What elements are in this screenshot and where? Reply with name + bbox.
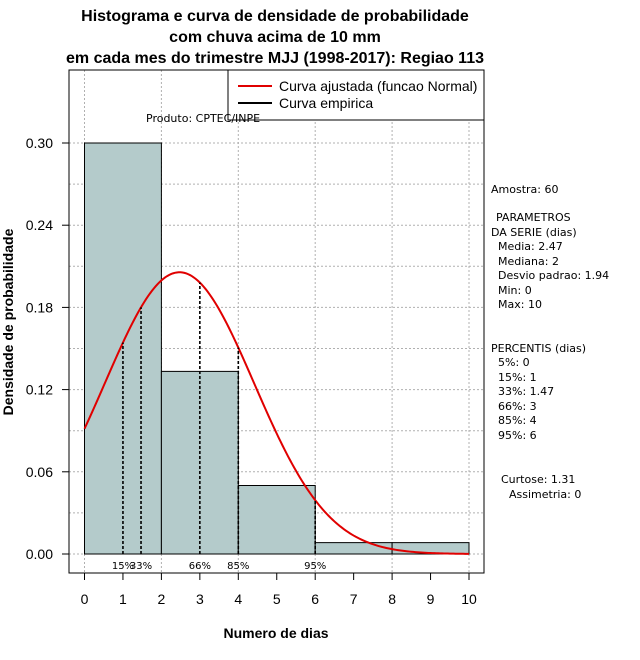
product-label: Produto: CPTEC/INPE: [146, 112, 260, 125]
stat-param-header-2: DA SERIE (dias): [491, 226, 577, 239]
legend-empirical-label: Curva empirica: [279, 95, 373, 111]
stat-percentis-header: PERCENTIS (dias): [491, 342, 586, 355]
x-tick-label-6: 6: [311, 591, 319, 607]
x-tick-label-9: 9: [427, 591, 435, 607]
x-tick-label-8: 8: [388, 591, 396, 607]
stat-p85: 85%: 4: [498, 414, 537, 427]
legend-box: [227, 69, 485, 121]
bar-layer: [84, 142, 470, 555]
stat-p15: 15%: 1: [498, 371, 537, 384]
x-tick-label-4: 4: [234, 591, 242, 607]
stat-media: Media: 2.47: [498, 240, 563, 253]
percentile-label-66: 66%: [189, 561, 211, 572]
histogram-bar-2: [237, 485, 316, 555]
stat-p5: 5%: 0: [498, 356, 530, 369]
x-tick-label-10: 10: [461, 591, 477, 607]
y-tick-label-0.30: 0.30: [26, 135, 53, 151]
x-tick-label-5: 5: [273, 591, 281, 607]
stat-min: Min: 0: [498, 284, 532, 297]
percentile-layer: 15%33% 66% 85% 95%: [112, 282, 326, 572]
percentile-label-33: 33%: [130, 561, 152, 572]
y-axis-title: Densidade de probabilidade: [0, 228, 16, 415]
x-tick-label-3: 3: [196, 591, 204, 607]
stat-param-header-1: PARAMETROS: [496, 211, 571, 224]
stat-desvio: Desvio padrao: 1.94: [498, 269, 609, 282]
histogram-bar-3: [314, 542, 393, 555]
stat-max: Max: 10: [498, 298, 542, 311]
y-tick-label-0.24: 0.24: [26, 217, 53, 233]
stat-p95: 95%: 6: [498, 429, 537, 442]
stat-p33: 33%: 1.47: [498, 385, 554, 398]
chart-title-line-1: Histograma e curva de densidade de proba…: [81, 8, 469, 25]
stat-curtose: Curtose: 1.31: [501, 473, 575, 486]
percentile-label-85: 85%: [227, 561, 249, 572]
y-tick-label-0.18: 0.18: [26, 299, 53, 315]
percentile-label-15: 15%: [112, 561, 134, 572]
x-tick-label-7: 7: [350, 591, 358, 607]
percentile-label-95: 95%: [304, 561, 326, 572]
x-tick-label-1: 1: [119, 591, 127, 607]
x-tick-label-2: 2: [158, 591, 166, 607]
chart-title-line-2: com chuva acima de 10 mm: [169, 29, 381, 46]
y-tick-label-0.00: 0.00: [26, 546, 53, 562]
stat-amostra: Amostra: 60: [491, 183, 558, 196]
chart-title-line-3: em cada mes do trimestre MJJ (1998-2017)…: [66, 50, 484, 67]
y-tick-label-0.06: 0.06: [26, 464, 53, 480]
curve-layer: [83, 271, 470, 555]
normal-fit-curve: [83, 271, 470, 555]
stat-assimetria: Assimetria: 0: [509, 488, 581, 501]
stats-panel: Amostra: 60 PARAMETROS DA SERIE (dias) M…: [491, 183, 609, 501]
y-tick-label-0.12: 0.12: [26, 382, 53, 398]
stat-p66: 66%: 3: [498, 400, 537, 413]
legend: Curva ajustada (funcao Normal) Curva emp…: [227, 69, 485, 121]
legend-fit-label: Curva ajustada (funcao Normal): [279, 78, 477, 94]
stat-mediana: Mediana: 2: [498, 255, 559, 268]
x-tick-label-0: 0: [81, 591, 89, 607]
x-axis-title: Numero de dias: [223, 625, 328, 641]
